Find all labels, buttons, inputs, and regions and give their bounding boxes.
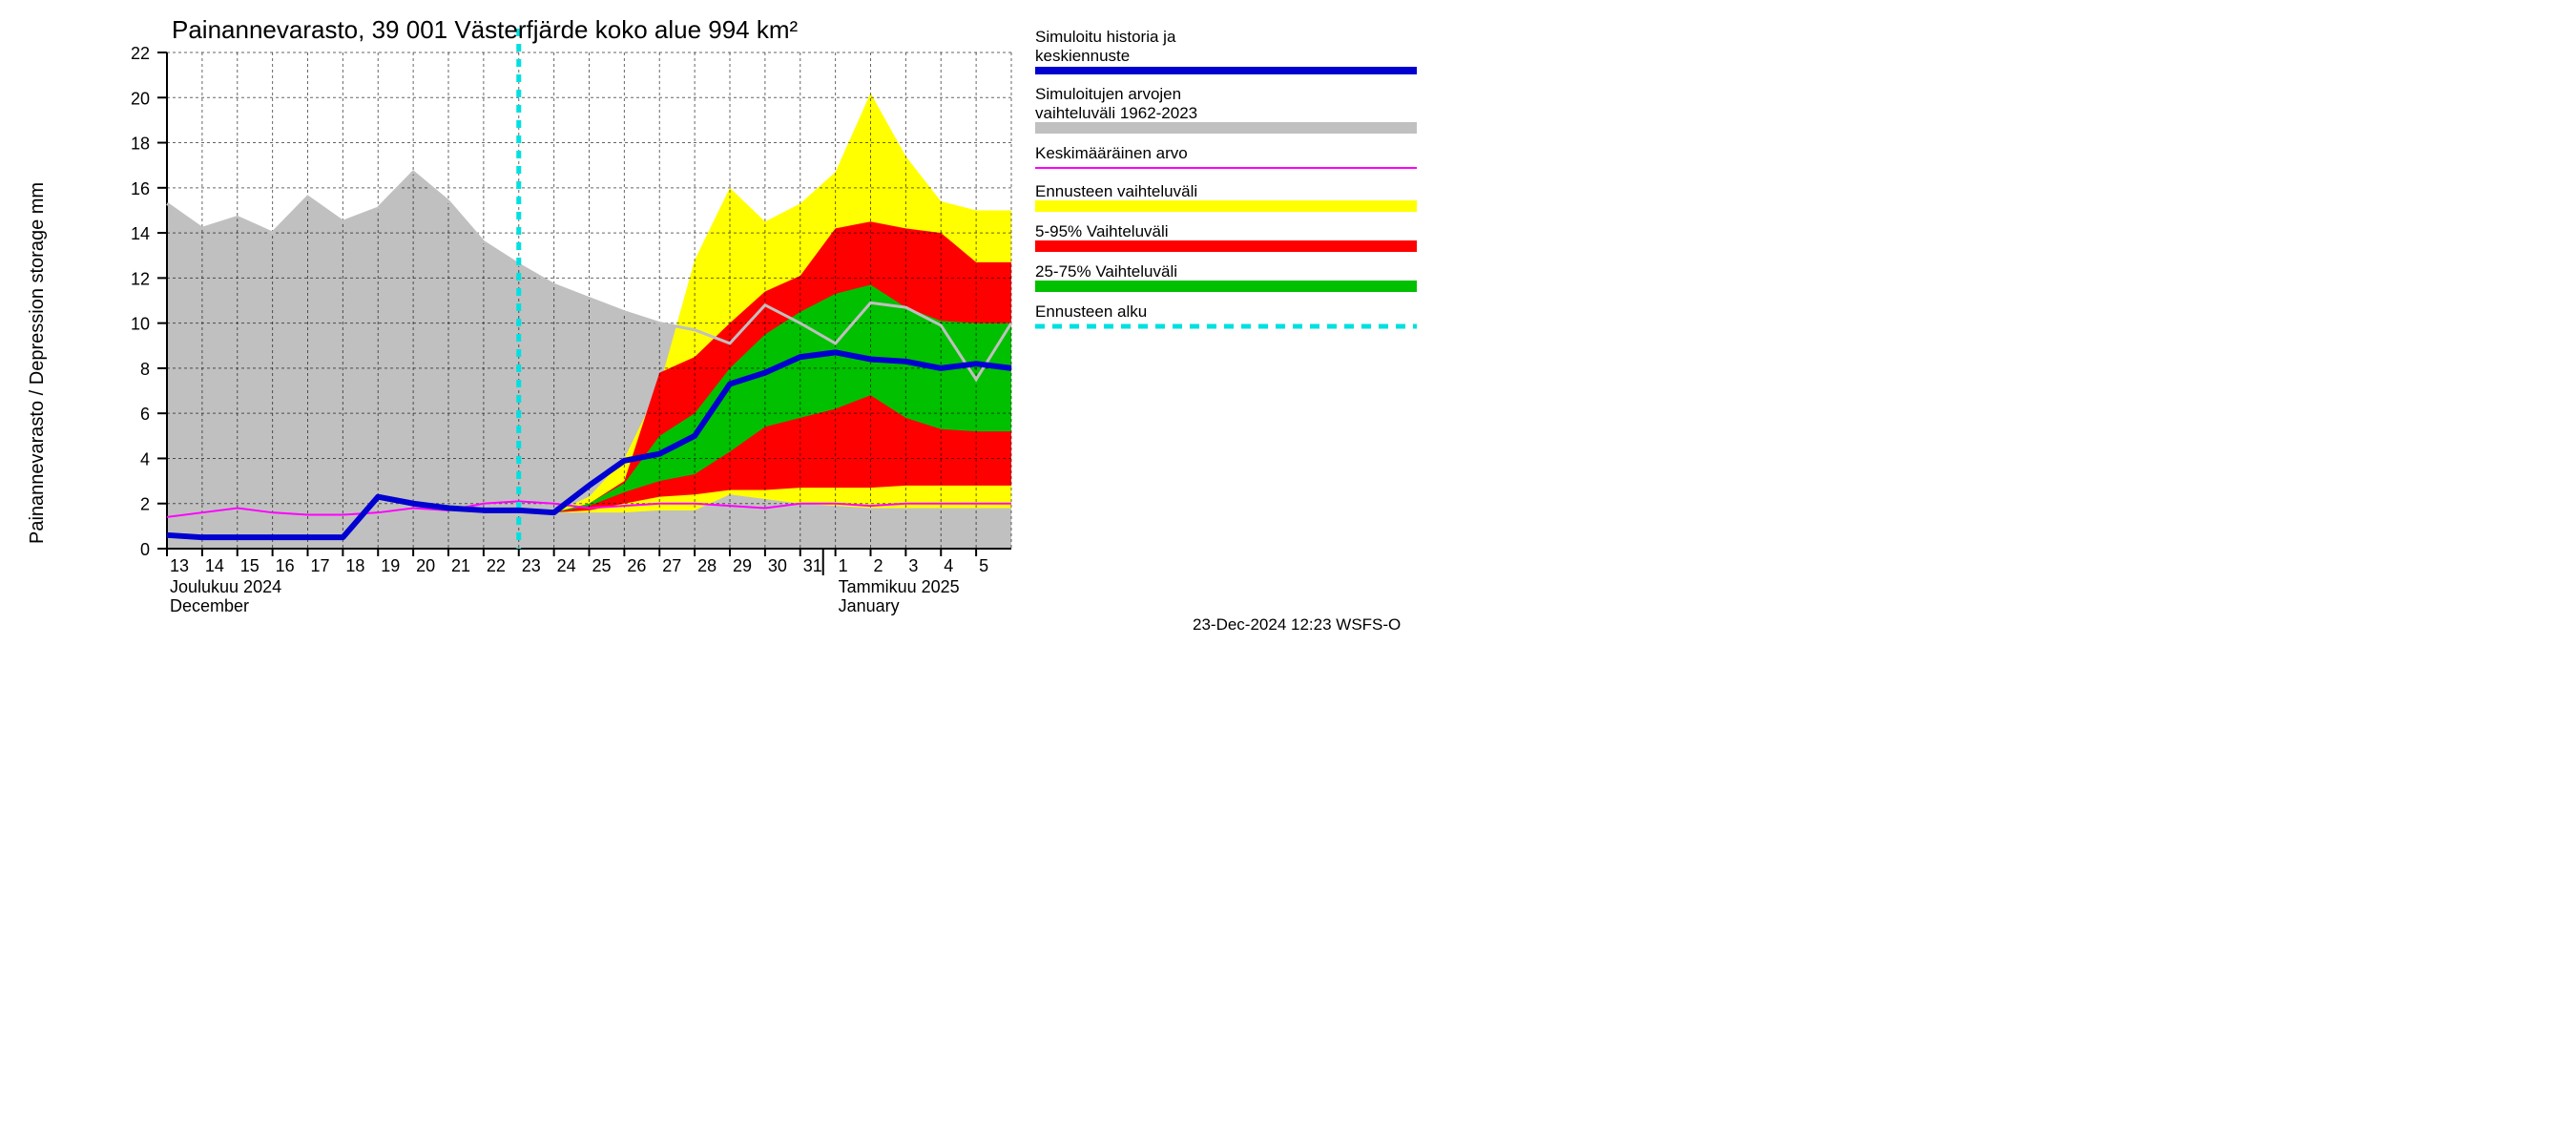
x-tick-label: 23 [522, 556, 541, 575]
x-tick-label: 29 [733, 556, 752, 575]
legend-label: Simuloitu historia ja [1035, 28, 1176, 46]
legend-label: keskiennuste [1035, 47, 1130, 65]
x-tick-label: 4 [944, 556, 953, 575]
legend-band-swatch [1035, 200, 1417, 212]
x-tick-label: 16 [276, 556, 295, 575]
y-tick-label: 16 [131, 179, 150, 198]
y-tick-label: 2 [140, 495, 150, 514]
x-tick-label: 18 [345, 556, 364, 575]
x-tick-label: 31 [803, 556, 822, 575]
y-tick-label: 6 [140, 405, 150, 424]
x-tick-label: 28 [697, 556, 717, 575]
y-tick-label: 8 [140, 360, 150, 379]
x-tick-label: 17 [311, 556, 330, 575]
y-tick-label: 4 [140, 449, 150, 468]
x-tick-label: 3 [908, 556, 918, 575]
x-tick-label: 15 [240, 556, 260, 575]
x-tick-label: 20 [416, 556, 435, 575]
month-label-fin: Joulukuu 2024 [170, 577, 281, 596]
x-tick-label: 14 [205, 556, 224, 575]
chart-title: Painannevarasto, 39 001 Västerfjärde kok… [172, 15, 799, 44]
y-tick-label: 10 [131, 315, 150, 334]
y-tick-label: 12 [131, 269, 150, 288]
month-label-eng: January [839, 596, 900, 615]
x-tick-label: 24 [557, 556, 576, 575]
legend-label: Keskimääräinen arvo [1035, 144, 1188, 162]
y-tick-label: 0 [140, 540, 150, 559]
legend-label: 5-95% Vaihteluväli [1035, 222, 1169, 240]
x-tick-label: 22 [487, 556, 506, 575]
x-tick-label: 27 [662, 556, 681, 575]
x-tick-label: 25 [592, 556, 612, 575]
x-tick-label: 30 [768, 556, 787, 575]
legend-band-swatch [1035, 240, 1417, 252]
x-tick-label: 26 [627, 556, 646, 575]
legend-band-swatch [1035, 281, 1417, 292]
x-tick-label: 5 [979, 556, 988, 575]
x-tick-label: 2 [874, 556, 883, 575]
y-tick-label: 14 [131, 224, 150, 243]
legend-band-swatch [1035, 122, 1417, 134]
x-tick-label: 13 [170, 556, 189, 575]
chart-container: 0246810121416182022131415161718192021222… [0, 0, 1450, 644]
x-tick-label: 1 [839, 556, 848, 575]
month-label-fin: Tammikuu 2025 [839, 577, 960, 596]
y-tick-label: 20 [131, 89, 150, 108]
legend-label: Ennusteen alku [1035, 302, 1147, 321]
y-tick-label: 18 [131, 135, 150, 154]
x-tick-label: 19 [381, 556, 400, 575]
legend-label: Simuloitujen arvojen [1035, 85, 1181, 103]
legend-label: Ennusteen vaihteluväli [1035, 182, 1197, 200]
legend-label: vaihteluväli 1962-2023 [1035, 104, 1197, 122]
chart-svg: 0246810121416182022131415161718192021222… [0, 0, 1450, 644]
y-tick-label: 22 [131, 44, 150, 63]
legend-label: 25-75% Vaihteluväli [1035, 262, 1177, 281]
legend: Simuloitu historia jakeskiennuste Simuloi… [1035, 28, 1417, 326]
month-label-eng: December [170, 596, 249, 615]
y-axis-label: Painannevarasto / Depression storage mm [27, 182, 48, 544]
footer-timestamp: 23-Dec-2024 12:23 WSFS-O [1193, 615, 1401, 634]
x-tick-label: 21 [451, 556, 470, 575]
